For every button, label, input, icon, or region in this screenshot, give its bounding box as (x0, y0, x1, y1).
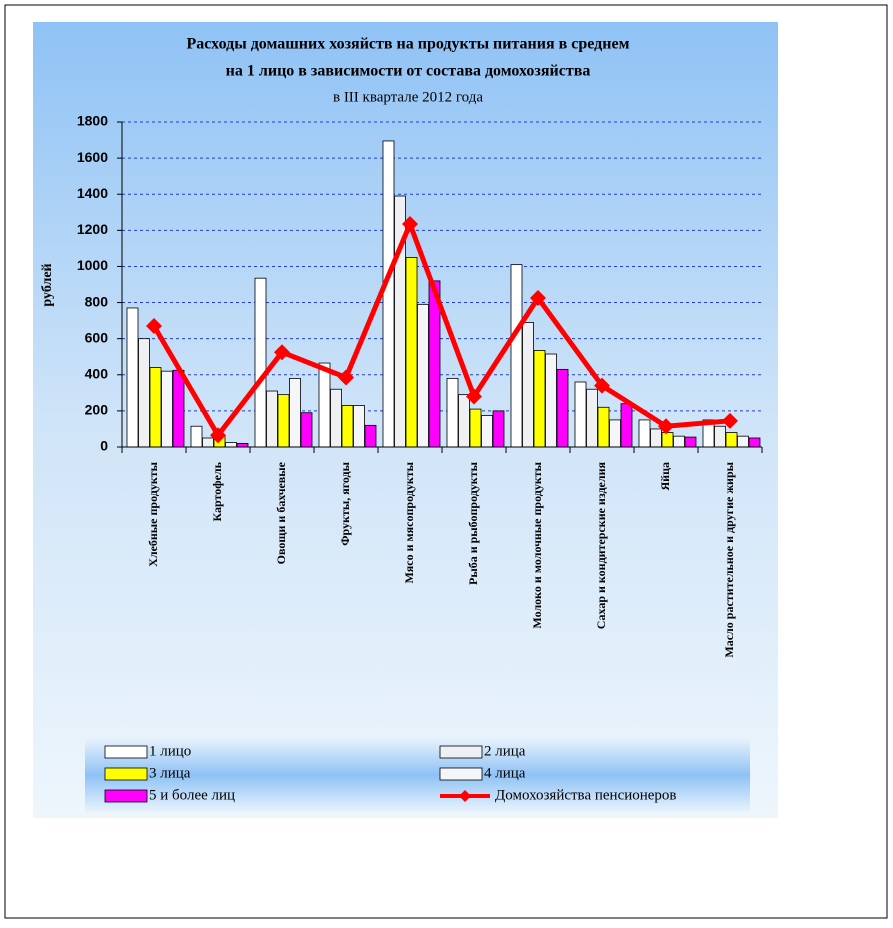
line-marker (530, 290, 546, 307)
line-marker (402, 216, 418, 233)
line-marker (210, 427, 226, 444)
y-tick-label: 1400 (77, 185, 108, 201)
legend-label: 5 и более лиц (149, 787, 235, 803)
y-tick-label: 1600 (77, 149, 108, 165)
bar (405, 257, 418, 448)
legend-label: 2 лица (484, 743, 526, 759)
y-axis-label: рублей (40, 263, 55, 306)
bar (266, 390, 278, 448)
bar (172, 369, 185, 448)
bar (492, 410, 505, 448)
bar (620, 403, 633, 448)
line (151, 221, 731, 438)
bar (586, 388, 598, 448)
line-marker (658, 418, 674, 435)
bar (522, 322, 534, 448)
x-tick-label: Хлебные продукты (146, 461, 160, 566)
legend-swatch (459, 790, 471, 802)
bar (126, 307, 139, 448)
bar (364, 424, 377, 448)
bar (609, 419, 621, 448)
bar (597, 406, 610, 448)
bar (138, 338, 150, 448)
y-tick-label: 200 (85, 402, 109, 418)
bar (458, 394, 470, 448)
legend-label: 4 лица (484, 765, 526, 781)
line-marker (274, 344, 290, 361)
bar (149, 367, 162, 448)
legend-label: 3 лица (149, 765, 191, 781)
bar (300, 412, 313, 448)
bar (673, 435, 685, 448)
bar (289, 377, 301, 448)
bar (684, 436, 697, 448)
legend-swatch (439, 767, 483, 781)
y-tick-label: 1000 (77, 257, 108, 273)
bar (341, 405, 354, 448)
bar (161, 370, 173, 448)
bar (318, 362, 331, 448)
y-tick-label: 1800 (77, 113, 108, 129)
x-tick-label: Масло растительное и другие жиры (722, 461, 736, 657)
y-tick-label: 400 (85, 365, 109, 381)
y-tick-label: 800 (85, 293, 109, 309)
bar (277, 394, 290, 448)
chart-subtitle: в III квартале 2012 года (333, 89, 483, 105)
bar (737, 435, 749, 448)
bar (510, 264, 523, 448)
bar (533, 350, 546, 448)
legend-box (85, 738, 750, 812)
bar (382, 140, 395, 448)
bar (650, 428, 662, 448)
y-tick-label: 0 (100, 438, 108, 454)
line-marker (594, 377, 610, 394)
x-tick-label: Овощи и бахчевые (274, 461, 288, 564)
y-tick-label: 1200 (77, 221, 108, 237)
legend-label: 1 лицо (149, 743, 191, 759)
bar (446, 377, 459, 448)
bar (190, 425, 203, 448)
legend-swatch (439, 745, 483, 759)
line-marker (146, 318, 162, 335)
line-marker (466, 388, 482, 405)
x-tick-label: Рыба и рыбопродукты (466, 461, 480, 585)
x-tick-label: Сахар и кондитерские изделия (594, 462, 608, 630)
bar (556, 368, 569, 448)
bar (725, 432, 738, 448)
frame (4, 4, 888, 919)
line-marker (338, 369, 354, 386)
y-tick-label: 600 (85, 329, 109, 345)
bar (574, 381, 587, 448)
bar (353, 405, 365, 448)
x-tick-label: Мясо и мясопродукты (402, 461, 416, 583)
bar (545, 353, 557, 448)
bar (417, 303, 429, 448)
bar (254, 277, 267, 448)
chart-title: Расходы домашних хозяйств на продукты пи… (187, 36, 630, 53)
x-tick-label: Яйца (658, 462, 672, 491)
x-tick-label: Молоко и молочные продукты (530, 461, 544, 628)
legend-label: Домохозяйства пенсионеров (495, 787, 677, 803)
bar (330, 388, 342, 448)
bar (202, 437, 214, 448)
line-marker (722, 412, 738, 429)
legend-swatch (104, 745, 148, 759)
bar (714, 425, 726, 448)
bar (225, 442, 237, 448)
chart-title: на 1 лицо в зависимости от состава домох… (226, 63, 591, 80)
bar (469, 408, 482, 448)
x-tick-label: Фрукты, ягоды (338, 461, 352, 545)
legend-swatch (104, 767, 148, 781)
x-tick-label: Картофель (210, 461, 224, 521)
legend-swatch (104, 789, 148, 803)
bar (748, 437, 761, 448)
bar (481, 415, 493, 448)
bar (236, 442, 249, 448)
bar (661, 432, 674, 448)
bar (638, 419, 651, 448)
